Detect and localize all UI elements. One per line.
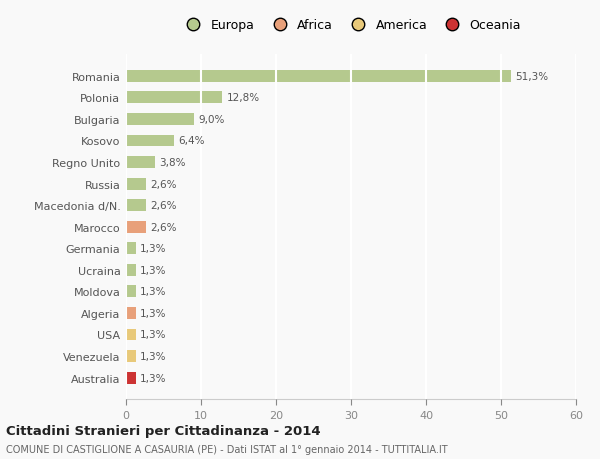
Bar bbox=[126, 157, 155, 168]
Text: 1,3%: 1,3% bbox=[140, 351, 167, 361]
Bar bbox=[126, 135, 174, 147]
Bar bbox=[126, 221, 146, 233]
Text: 2,6%: 2,6% bbox=[150, 201, 176, 211]
Text: 1,3%: 1,3% bbox=[140, 244, 167, 254]
Text: 1,3%: 1,3% bbox=[140, 373, 167, 383]
Bar bbox=[126, 92, 222, 104]
Text: Cittadini Stranieri per Cittadinanza - 2014: Cittadini Stranieri per Cittadinanza - 2… bbox=[6, 424, 320, 437]
Bar bbox=[126, 243, 136, 255]
Bar bbox=[126, 372, 136, 384]
Text: 1,3%: 1,3% bbox=[140, 265, 167, 275]
Bar bbox=[126, 71, 511, 83]
Bar bbox=[126, 308, 136, 319]
Text: COMUNE DI CASTIGLIONE A CASAURIA (PE) - Dati ISTAT al 1° gennaio 2014 - TUTTITAL: COMUNE DI CASTIGLIONE A CASAURIA (PE) - … bbox=[6, 444, 448, 454]
Bar bbox=[126, 264, 136, 276]
Bar bbox=[126, 329, 136, 341]
Text: 51,3%: 51,3% bbox=[515, 72, 548, 82]
Text: 12,8%: 12,8% bbox=[227, 93, 260, 103]
Text: 2,6%: 2,6% bbox=[150, 179, 176, 189]
Text: 9,0%: 9,0% bbox=[198, 115, 224, 125]
Text: 2,6%: 2,6% bbox=[150, 222, 176, 232]
Legend: Europa, Africa, America, Oceania: Europa, Africa, America, Oceania bbox=[178, 17, 524, 34]
Text: 1,3%: 1,3% bbox=[140, 330, 167, 340]
Bar bbox=[126, 350, 136, 362]
Text: 1,3%: 1,3% bbox=[140, 308, 167, 318]
Text: 6,4%: 6,4% bbox=[179, 136, 205, 146]
Bar bbox=[126, 114, 193, 126]
Bar bbox=[126, 178, 146, 190]
Bar bbox=[126, 286, 136, 297]
Bar bbox=[126, 200, 146, 212]
Text: 3,8%: 3,8% bbox=[159, 158, 185, 168]
Text: 1,3%: 1,3% bbox=[140, 287, 167, 297]
